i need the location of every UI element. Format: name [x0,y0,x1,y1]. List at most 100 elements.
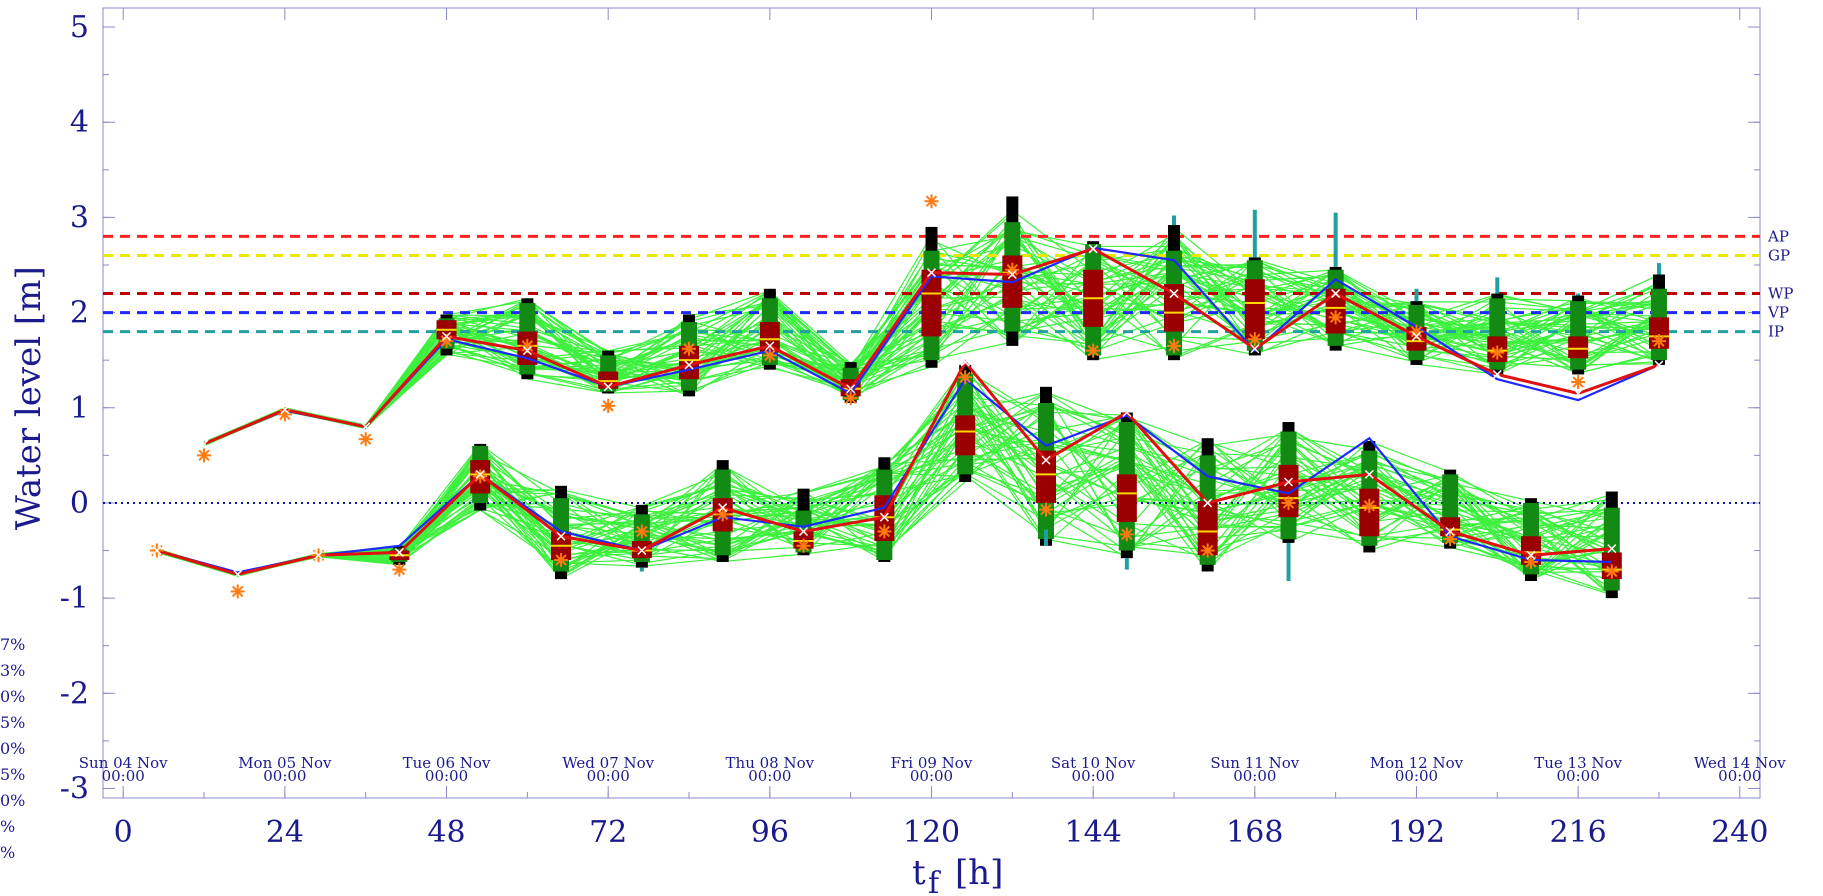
threshold-label-vp: VP [1767,304,1789,322]
threshold-lines [103,234,1760,504]
low-water-observed-marker [392,562,407,577]
axis-text: -3 -2 -1 0 1 2 3 4 5 0 24 48 72 96 120 144 168 192 216 240 S… [0,10,1794,896]
low-water-observed-marker [1039,502,1054,517]
y-tick-label: 0 [70,486,89,521]
x-tick-label: 120 [903,815,960,850]
high-water-observed-marker [682,341,697,356]
date-day-label: Tue 06 Nov [403,754,491,772]
high-water-observed-marker [1651,334,1666,349]
low-water-forecast-marker [556,531,566,541]
legend-fragment: 0% [0,739,25,758]
low-water-forecast-marker [1203,498,1213,508]
low-water-forecast-marker [960,357,970,367]
date-time-label: 00:00 [1233,767,1276,785]
low-water-observed-marker [715,507,730,522]
threshold-label-ip: IP [1768,323,1784,341]
low-water-observed-marker [1604,564,1619,579]
high-water-forecast-marker [361,422,371,432]
y-tick-label: -1 [60,581,89,616]
low-water-observed-marker [230,584,245,599]
y-tick-label: -3 [60,771,89,806]
high-water-forecast-marker [1492,369,1502,379]
legend-fragment: % [0,817,15,836]
low-water-observed-marker [958,370,973,385]
legend-fragment: 0% [0,687,25,706]
x-axis-label-unit: [h] [955,853,1003,893]
x-tick-label: 24 [266,815,304,850]
x-tick-label: 72 [589,815,627,850]
high-water-box [921,269,942,337]
y-tick-label: 3 [70,200,89,235]
date-day-label: Wed 14 Nov [1694,754,1786,772]
legend-fragment: 7% [0,635,25,654]
low-water-forecast-marker [637,545,647,556]
high-water-forecast-marker [1169,289,1179,299]
low-water-forecast-marker [314,550,324,560]
y-tick-label: -2 [60,676,89,711]
high-water-forecast-marker [199,439,209,449]
high-water-forecast-marker [441,331,452,341]
low-water-observed-marker [877,524,892,539]
date-time-label: 00:00 [1557,767,1600,785]
legend-fragment: % [0,843,15,862]
high-water-forecast-marker [603,382,613,392]
x-tick-label: 192 [1388,815,1445,850]
high-water-forecast-marker [926,268,937,278]
low-water-observed-marker [1523,554,1538,569]
low-water-blue-line [156,377,1612,574]
high-water-observed-marker [1086,343,1101,358]
y-axis-label: Water level [m] [9,266,49,530]
date-day-label: Fri 09 Nov [891,754,973,772]
date-day-label: Thu 08 Nov [726,754,815,772]
date-time-label: 00:00 [1718,767,1761,785]
date-time-label: 00:00 [1072,767,1115,785]
plot-border [102,7,1761,799]
date-time-label: 00:00 [263,767,306,785]
high-water-observed-marker [1166,338,1181,353]
ensemble-members [156,209,1660,597]
x-tick-label: 144 [1065,815,1122,850]
low-water-forecast-marker [1607,544,1617,554]
y-tick-label: 2 [70,296,89,331]
low-water-forecast-marker [718,503,728,513]
x-tick-label: 216 [1550,815,1607,850]
x-tick-label: 168 [1226,815,1283,850]
high-water-box [1568,336,1589,359]
low-water-box [1278,464,1299,518]
x-axis-label-subscript: f [928,866,941,896]
high-water-observed-marker [843,391,858,406]
low-water-observed-marker [634,524,649,539]
low-water-forecast-marker [1122,407,1132,418]
high-water-observed-marker [762,348,777,363]
high-water-forecast-marker [1573,388,1583,399]
low-water-forecast-marker [394,547,404,557]
x-axis-label: t [912,853,926,893]
high-water-observed-marker [1571,375,1586,390]
low-water-observed-marker [1443,532,1458,547]
high-water-forecast-marker [280,405,290,415]
high-water-forecast-marker [684,360,694,370]
x-tick-label: 0 [114,815,133,850]
date-day-label: Sat 10 Nov [1051,754,1136,772]
plot-frame [102,7,1761,799]
date-time-label: 00:00 [748,767,791,785]
date-day-label: Mon 05 Nov [238,754,332,772]
high-water-observed-marker [601,398,616,413]
low-water-forecast-marker [879,512,889,522]
high-water-forecast-marker [1250,344,1260,354]
low-water-box [955,415,976,456]
low-water-box [1116,474,1137,522]
x-tick-label: 48 [427,815,465,850]
low-water-forecast-marker [1283,477,1294,487]
low-water-box [1036,450,1057,503]
high-water-forecast-marker [765,341,775,351]
low-water-observed-marker [473,469,488,484]
date-time-label: 00:00 [910,767,953,785]
low-water-forecast-marker [152,545,162,556]
date-time-label: 00:00 [102,767,145,785]
high-water-forecast-marker [1654,360,1664,370]
high-water-observed-marker [197,448,212,463]
high-water-forecast-marker [522,346,532,356]
date-time-label: 00:00 [1395,767,1438,785]
